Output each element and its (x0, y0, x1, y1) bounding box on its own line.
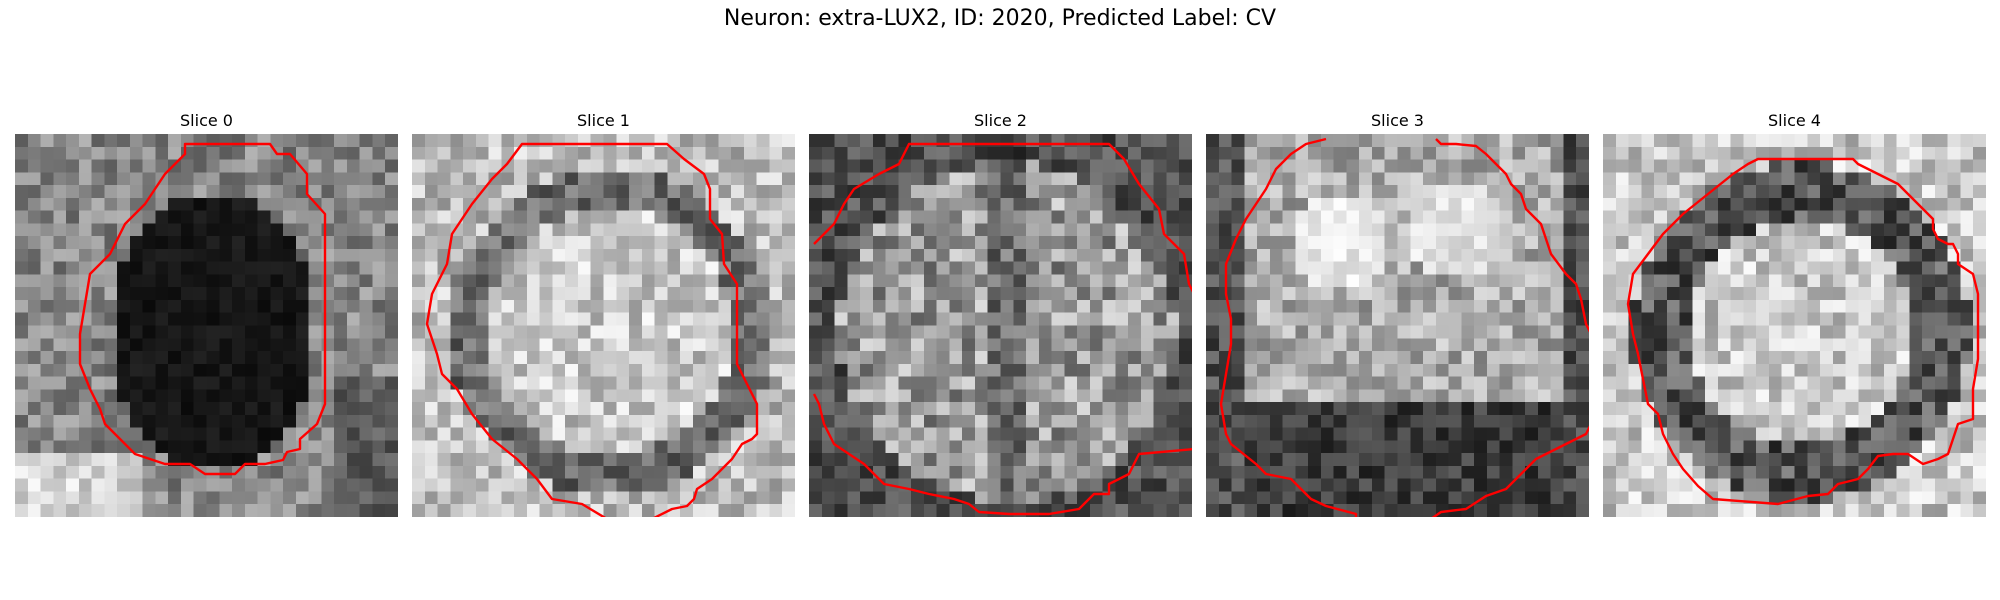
slice-panel-2: Slice 2 (809, 110, 1192, 132)
slice-panel-4: Slice 4 (1603, 110, 1986, 132)
slice-label: Slice 0 (15, 110, 398, 132)
slice-panel-1: Slice 1 (412, 110, 795, 132)
slice-image (809, 134, 1192, 517)
slice-label: Slice 2 (809, 110, 1192, 132)
slice-1-contour (412, 134, 795, 517)
slice-panel-0: Slice 0 (15, 110, 398, 132)
slice-panel-3: Slice 3 (1206, 110, 1589, 132)
figure-title: Neuron: extra-LUX2, ID: 2020, Predicted … (0, 6, 2000, 31)
slice-3-contour (1206, 134, 1589, 517)
slice-2-contour (809, 134, 1192, 517)
slice-image (15, 134, 398, 517)
slice-label: Slice 1 (412, 110, 795, 132)
slice-0-contour (15, 134, 398, 517)
slice-4-contour (1603, 134, 1986, 517)
slice-image (1206, 134, 1589, 517)
slice-label: Slice 3 (1206, 110, 1589, 132)
slice-image (412, 134, 795, 517)
slice-label: Slice 4 (1603, 110, 1986, 132)
slice-image (1603, 134, 1986, 517)
